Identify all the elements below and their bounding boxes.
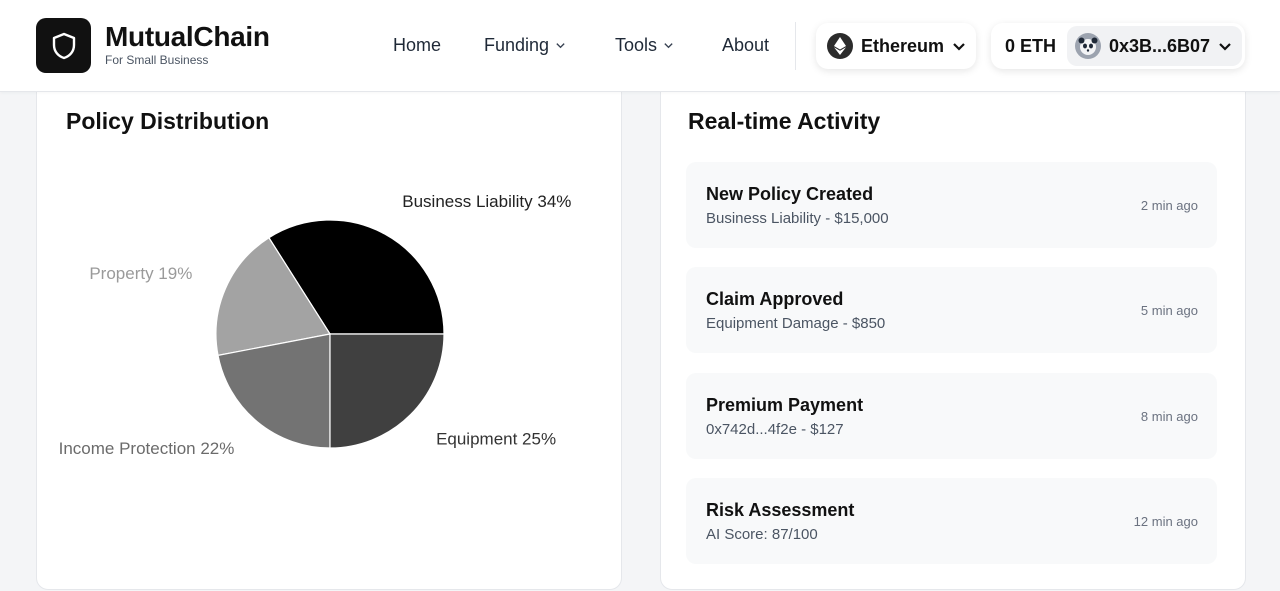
pie-slice-label: Equipment 25% [436,430,556,449]
nav-home-label: Home [393,35,442,55]
activity-item-detail: Equipment Damage - $850 [706,315,886,332]
nav-tools-label: Tools [615,35,658,55]
activity-item-detail: 0x742d...4f2e - $127 [706,421,844,438]
pie-slice [268,219,445,335]
activity-item-time: 12 min ago [1133,514,1198,529]
network-label: Ethereum [861,35,945,56]
brand-tagline: For Small Business [105,53,209,67]
pie-slice [217,333,331,449]
activity-item-title: Risk Assessment [706,500,855,520]
shield-icon [52,32,75,59]
pie-slice [215,236,331,357]
nav-about[interactable]: About [722,35,769,56]
chevron-down-icon [953,43,965,51]
pie-slice [329,333,445,449]
pie-slice-label: Property 19% [89,264,192,283]
activity-item[interactable]: Claim Approved Equipment Damage - $850 5… [686,267,1217,353]
activity-item-detail: AI Score: 87/100 [706,526,818,543]
nav-funding[interactable]: Funding [484,35,566,56]
nav-tools[interactable]: Tools [615,35,674,56]
policy-distribution-title: Policy Distribution [66,108,270,134]
top-nav-bar: MutualChain For Small Business Home Fund… [0,0,1280,92]
activity-item-detail: Business Liability - $15,000 [706,210,889,227]
nav-divider [795,22,796,70]
policy-pie-chart: Business Liability 34% Property 19% Income… [59,192,572,458]
brand-name[interactable]: MutualChain [105,21,270,52]
panda-avatar-icon [1075,33,1101,59]
activity-item-time: 2 min ago [1140,198,1198,213]
activity-item-time: 8 min ago [1140,409,1198,424]
policy-distribution-card: Policy Distribution Business Liability 3… [36,70,622,590]
pie-slice-label: Business Liability 34% [402,192,571,211]
activity-item-title: Claim Approved [706,289,844,309]
wallet-balance: 0 ETH [1005,36,1057,56]
logo[interactable] [36,18,91,73]
activity-item[interactable]: Premium Payment 0x742d...4f2e - $127 8 m… [686,373,1217,459]
chevron-down-icon [664,43,673,49]
account-widget[interactable]: 0 ETH 0x3B...6B07 [991,23,1245,69]
chevron-down-icon [1219,43,1231,51]
activity-item[interactable]: Risk Assessment AI Score: 87/100 12 min … [686,478,1217,564]
activity-item[interactable]: New Policy Created Business Liability - … [686,162,1217,248]
activity-item-title: New Policy Created [706,184,874,204]
pie-slice-label: Income Protection 22% [59,439,235,458]
activity-title: Real-time Activity [688,108,881,134]
activity-item-title: Premium Payment [706,395,864,415]
nav-home[interactable]: Home [393,35,441,56]
nav-funding-label: Funding [484,35,550,55]
nav-about-label: About [722,35,770,55]
chevron-down-icon [556,43,565,49]
activity-item-time: 5 min ago [1140,303,1198,318]
wallet-address: 0x3B...6B07 [1109,35,1211,56]
wallet-address-button[interactable]: 0x3B...6B07 [1067,26,1242,66]
network-selector[interactable]: Ethereum [816,23,976,69]
ethereum-icon [827,33,853,59]
